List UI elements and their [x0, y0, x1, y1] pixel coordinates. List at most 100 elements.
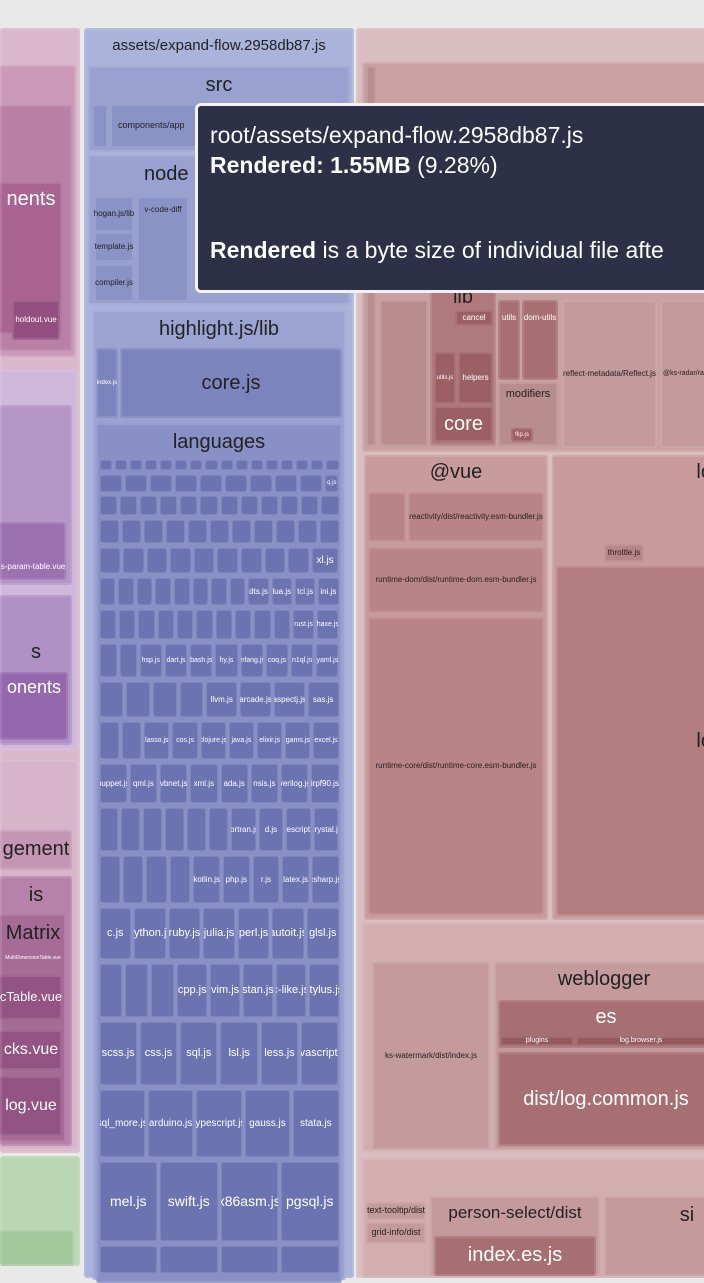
language-tile: llvm.js	[206, 681, 238, 717]
tile: cks.vue	[0, 1030, 62, 1070]
tile: flip.js	[511, 428, 533, 442]
language-tile: haxe.js	[317, 609, 339, 639]
language-tile: coq.js	[265, 643, 288, 677]
language-tile	[301, 495, 319, 515]
language-tile	[209, 519, 229, 543]
language-tile: sas.js	[307, 681, 339, 717]
language-tile: xl.js	[311, 547, 339, 573]
language-tile: dart.js	[164, 643, 188, 677]
language-tile	[288, 547, 309, 573]
language-row: xl.js	[98, 546, 340, 574]
tooltip-note: Rendered is a byte size of individual fi…	[210, 235, 700, 265]
language-tile	[179, 681, 204, 717]
tile: @ks-radar/radar	[660, 300, 704, 448]
tile: v-code-diff	[137, 196, 189, 302]
language-tile: arduino.js	[147, 1089, 194, 1157]
language-tile	[229, 577, 246, 605]
language-tile: tcl.js	[294, 577, 316, 605]
tile: core.js	[120, 348, 342, 418]
language-tile	[200, 495, 218, 515]
percent: (9.28%)	[417, 152, 498, 178]
language-tile: java.js	[228, 721, 254, 759]
language-tile	[240, 547, 262, 573]
language-tile	[187, 519, 207, 543]
language-tile	[224, 474, 247, 492]
language-row: fortran.jsd.jslivescript.jscrystal.js	[98, 806, 340, 852]
language-tile: mel.js	[99, 1161, 157, 1241]
tile: compiler.js	[94, 264, 134, 302]
language-tile	[165, 519, 185, 543]
language-tile	[260, 495, 279, 515]
language-tile	[123, 547, 144, 573]
language-tile	[121, 721, 142, 759]
language-tile	[180, 495, 198, 515]
language-tile	[136, 577, 153, 605]
language-tile: swift.js	[160, 1161, 218, 1241]
language-tile	[160, 495, 178, 515]
language-tile	[99, 681, 124, 717]
language-tile: ada.js	[220, 763, 248, 803]
language-tile	[129, 459, 142, 470]
language-tile	[281, 495, 299, 515]
language-tile	[160, 1245, 218, 1273]
language-tile: typescript.js	[196, 1089, 242, 1157]
language-tile	[149, 474, 172, 492]
language-tile: hy.js	[215, 643, 238, 677]
tile: cTable.vue	[0, 975, 62, 1020]
language-tile	[99, 855, 120, 903]
language-tile	[174, 474, 197, 492]
language-tile: gams.js	[285, 721, 311, 759]
tile: ks-watermark/dist/index.js	[372, 962, 490, 1150]
language-row: mel.js swift.js x86asm.js pgsql.js	[98, 1160, 340, 1242]
language-tile: c-like.js	[275, 963, 306, 1017]
language-tile	[165, 807, 185, 851]
language-tile: livescript.js	[286, 807, 311, 851]
tile: reactivity/dist/reactivity.esm-bundler.j…	[408, 492, 544, 542]
tile: index.js	[96, 348, 118, 418]
language-tile	[275, 519, 295, 543]
tile: utils.js	[434, 352, 456, 404]
language-tile	[235, 459, 248, 470]
language-row: lasso.js cos.js clojure.js java.js elixir.js…	[98, 720, 340, 760]
language-tile: stata.js	[293, 1089, 339, 1157]
language-tile: d.js	[258, 807, 284, 851]
tile: s-param-table.vue	[0, 522, 66, 580]
language-tile	[199, 474, 222, 492]
size: 1.55MB	[330, 152, 411, 178]
tile: plugins	[500, 1036, 574, 1046]
group: gement	[0, 830, 72, 870]
language-tile: aspectj.js	[273, 681, 305, 717]
language-tile: nsis.js	[250, 763, 278, 803]
language-row	[98, 458, 340, 471]
language-row: q.js	[98, 473, 340, 493]
tile: holdout.vue	[12, 300, 60, 340]
language-row: rust.js haxe.js	[98, 608, 340, 640]
tile: index.es.js	[434, 1236, 596, 1276]
language-row	[98, 494, 340, 516]
language-tile: ruby.js	[168, 907, 201, 959]
language-tile: lasso.js	[144, 721, 170, 759]
language-tile	[119, 643, 137, 677]
language-tile: stan.js	[243, 963, 273, 1017]
language-tile	[118, 609, 136, 639]
language-tile	[196, 609, 213, 639]
language-tile: cpp.js	[177, 963, 208, 1017]
language-tile	[118, 577, 134, 605]
group: si	[604, 1196, 704, 1276]
language-tile: arcade.js	[240, 681, 271, 717]
language-row: dts.js lua.js tcl.js ini.js	[98, 576, 340, 606]
group: onents	[0, 672, 68, 740]
language-tile: latex.js	[282, 855, 309, 903]
language-tile	[250, 459, 263, 470]
language-tile	[193, 547, 215, 573]
language-tile	[99, 495, 117, 515]
language-tile: less.js	[260, 1021, 299, 1085]
language-tile: pgsql.js	[281, 1161, 339, 1241]
language-tile: verilog.js	[281, 763, 309, 803]
language-tile	[99, 1245, 157, 1273]
language-row	[98, 518, 340, 544]
language-tile	[121, 519, 141, 543]
language-tile	[176, 609, 194, 639]
